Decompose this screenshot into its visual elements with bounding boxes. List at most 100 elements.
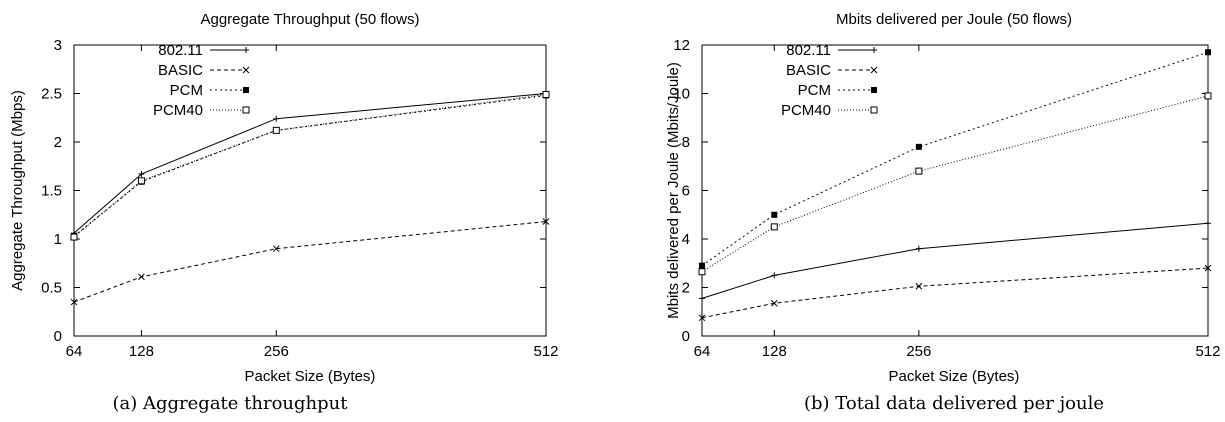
x-tick-label: 128 <box>762 343 787 360</box>
data-point <box>272 245 280 253</box>
legend-label: BASIC <box>786 62 831 79</box>
legend-entry: PCM <box>798 82 877 99</box>
legend-label: 802.11 <box>158 42 203 59</box>
legend-label: PCM40 <box>781 102 831 119</box>
data-point <box>699 262 705 269</box>
figure-caption: (a) Aggregate throughput <box>113 393 349 414</box>
data-point <box>1205 49 1211 56</box>
figure-caption: (b) Total data delivered per joule <box>804 393 1104 414</box>
legend-entry: PCM <box>170 82 249 99</box>
data-point <box>915 143 922 150</box>
data-point <box>1204 264 1212 272</box>
data-point <box>699 295 705 302</box>
legend-label: PCM <box>170 82 203 99</box>
legend-label: 802.11 <box>786 42 831 59</box>
y-tick-label: 2.5 <box>41 86 62 103</box>
data-point <box>915 245 922 252</box>
y-tick-label: 6 <box>682 183 690 200</box>
y-tick-label: 0 <box>54 328 62 345</box>
legend-marker <box>871 87 877 93</box>
x-axis-label: Packet Size (Bytes) <box>245 368 376 385</box>
legend-marker <box>870 66 878 74</box>
data-point <box>1204 92 1212 100</box>
data-point <box>770 223 778 231</box>
x-tick-label: 64 <box>66 343 83 360</box>
throughput-chart: Aggregate Throughput (50 flows) 0 0.5 1 1.5 2… <box>9 11 559 414</box>
y-tick-label: 1 <box>54 231 62 248</box>
energy-chart: Mbits delivered per Joule (50 flows) 0 2 4 6… <box>665 11 1221 414</box>
data-point <box>698 268 706 276</box>
legend-entry: 802.11 <box>158 42 249 59</box>
data-point <box>698 314 706 322</box>
series-line <box>701 51 1209 267</box>
legend-marker <box>242 66 250 74</box>
x-tick-label: 128 <box>129 343 154 360</box>
series-basic <box>70 218 550 306</box>
y-tick-label: 1.5 <box>41 183 62 200</box>
legend-marker <box>871 47 877 53</box>
series-line <box>73 93 547 238</box>
legend-marker <box>243 47 249 53</box>
legend-entry: BASIC <box>158 62 250 79</box>
y-tick-label: 2 <box>54 134 62 151</box>
series-802-11 <box>699 220 1211 302</box>
legend-marker <box>243 87 249 93</box>
plot-frame <box>701 44 1209 337</box>
x-axis-label: Packet Size (Bytes) <box>889 368 1020 385</box>
x-tick-label: 64 <box>694 343 711 360</box>
x-tick-label: 256 <box>264 343 289 360</box>
y-axis-label: Aggregate Throughput (Mbps) <box>9 90 26 291</box>
data-point <box>70 233 78 241</box>
data-point <box>273 115 280 122</box>
data-point <box>771 272 778 279</box>
x-tick-label: 512 <box>1195 343 1220 360</box>
series-802-11 <box>71 90 549 237</box>
series-basic <box>698 264 1212 322</box>
legend-entry: 802.11 <box>786 42 877 59</box>
x-tick-label: 256 <box>906 343 931 360</box>
chart-title: Aggregate Throughput (50 flows) <box>200 11 419 28</box>
legend-entry: PCM40 <box>781 102 878 119</box>
legend-entry: PCM40 <box>153 102 250 119</box>
legend-entry: BASIC <box>786 62 878 79</box>
data-point <box>542 90 550 98</box>
data-point <box>771 211 778 218</box>
data-point <box>770 299 778 307</box>
series-pcm40 <box>70 90 550 241</box>
y-tick-label: 10 <box>673 86 690 103</box>
series-line <box>73 221 547 303</box>
data-point <box>272 126 280 134</box>
series-line <box>73 93 547 234</box>
y-tick-label: 8 <box>682 134 690 151</box>
x-tick-label: 512 <box>533 343 558 360</box>
y-tick-label: 3 <box>54 37 62 54</box>
plot-frame <box>73 44 547 337</box>
y-tick-label: 0 <box>682 328 690 345</box>
legend-label: BASIC <box>158 62 203 79</box>
series-line <box>73 94 547 237</box>
y-tick-label: 12 <box>673 37 690 54</box>
series-pcm <box>699 49 1211 269</box>
data-point <box>1205 220 1211 227</box>
series-pcm40 <box>698 92 1212 276</box>
series-line <box>701 222 1209 299</box>
y-tick-label: 4 <box>682 231 690 248</box>
data-point <box>138 171 145 178</box>
y-axis-label: Mbits delivered per Joule (Mbits/Joule) <box>665 62 682 319</box>
series-line <box>701 95 1209 273</box>
y-tick-label: 0.5 <box>41 280 62 297</box>
data-point <box>137 177 145 185</box>
data-point <box>915 282 923 290</box>
series-line <box>701 267 1209 319</box>
data-point <box>542 218 550 225</box>
data-point <box>138 273 145 281</box>
legend-label: PCM40 <box>153 102 203 119</box>
data-point <box>915 167 923 175</box>
data-point <box>70 298 78 306</box>
series-pcm <box>71 92 549 240</box>
y-tick-label: 2 <box>682 280 690 297</box>
legend-marker <box>242 106 250 114</box>
legend-marker <box>870 106 878 114</box>
legend-label: PCM <box>798 82 831 99</box>
